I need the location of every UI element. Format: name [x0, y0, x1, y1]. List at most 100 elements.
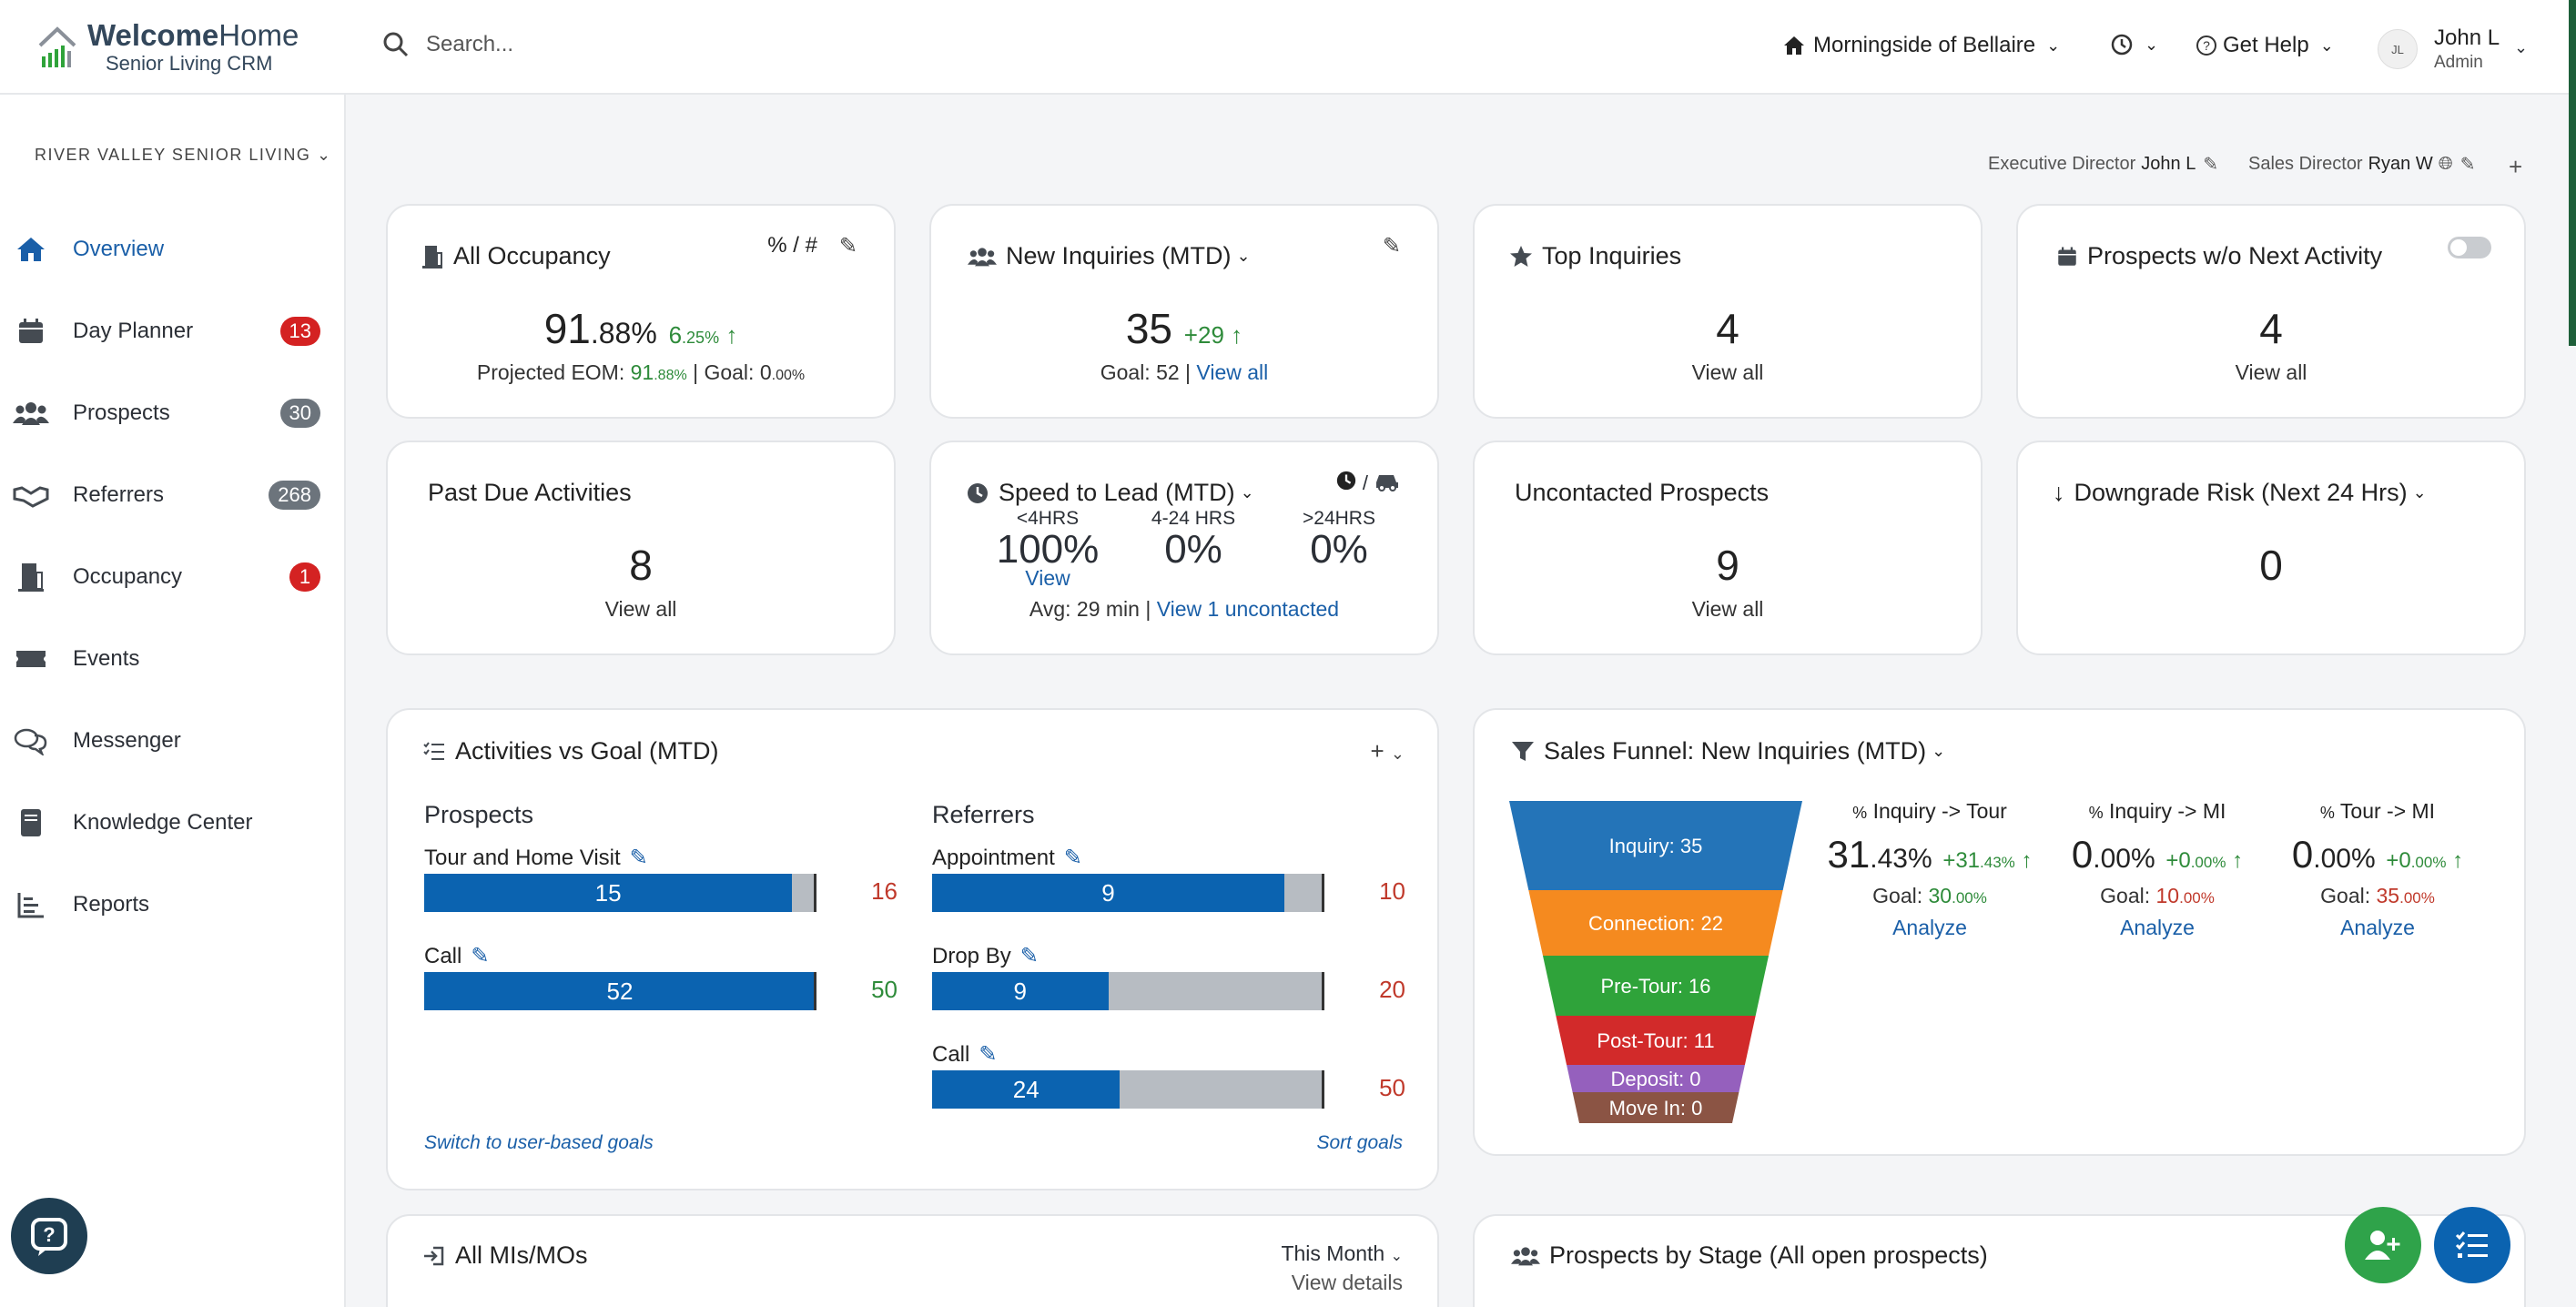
sort-goals-link[interactable]: Sort goals [1316, 1132, 1403, 1153]
add-goal-button[interactable]: + ⌄ [1370, 737, 1405, 765]
new-inquiries-dropdown[interactable]: New Inquiries (MTD) ⌄ [968, 242, 1251, 270]
view-link[interactable]: View [1025, 566, 1070, 590]
pencil-icon[interactable]: ✎ [1382, 234, 1401, 258]
goal-bar-fill: 9 [932, 972, 1109, 1010]
card-title: Prospects by Stage (All open prospects) [1549, 1241, 1988, 1269]
metric-goal-decimal: .00% [1952, 889, 1987, 907]
new-inquiries-count: 35 [1125, 305, 1173, 352]
period-selector[interactable]: This Month ⌄ [1281, 1241, 1403, 1266]
goal-target: 50 [871, 976, 898, 1003]
add-prospect-button[interactable] [2345, 1207, 2421, 1283]
speed-mode-toggle[interactable]: / [1335, 470, 1401, 497]
chevron-down-icon[interactable]: ⌄ [2514, 38, 2529, 56]
search-input[interactable] [426, 32, 972, 57]
pencil-icon[interactable]: ✎ [2203, 155, 2219, 175]
goal-bar[interactable]: 15 [424, 874, 816, 912]
view-all-link[interactable]: View all [2235, 360, 2307, 384]
metric-delta-decimal: .00% [2190, 854, 2226, 871]
percent-count-toggle[interactable]: % / # [767, 233, 817, 258]
help-menu[interactable]: ? Get Help ⌄ [2196, 33, 2334, 58]
goal-bar[interactable]: 24 [932, 1070, 1324, 1109]
clock-icon [966, 481, 989, 505]
history-menu[interactable]: ⌄ [2110, 33, 2158, 56]
view-uncontacted-link[interactable]: View 1 uncontacted [1156, 597, 1340, 621]
projected-decimal: .88% [654, 368, 687, 383]
goal-target: 16 [871, 877, 898, 905]
add-activity-button[interactable] [2434, 1207, 2510, 1283]
metric-value-main: 0 [2071, 833, 2094, 876]
user-name[interactable]: John L [2434, 25, 2500, 50]
goal-bar-end [814, 972, 816, 1010]
count-badge: 30 [279, 399, 320, 428]
speed-col-over-24: >24HRS 0% [1275, 508, 1403, 570]
sidebar-item-prospects[interactable]: Prospects 30 [0, 386, 344, 441]
funnel-segment[interactable] [1567, 1065, 1745, 1092]
past-due-card: Past Due Activities 8 View all [386, 441, 896, 655]
add-director-button[interactable]: + [2509, 153, 2523, 180]
funnel-segment[interactable] [1528, 890, 1783, 956]
funnel-segment[interactable] [1572, 1092, 1739, 1123]
sidebar-item-referrers[interactable]: Referrers 268 [0, 468, 344, 522]
ticket-icon [13, 641, 49, 677]
funnel-stage-label: Pre-Tour: 16 [1600, 975, 1711, 998]
toggle-switch[interactable] [2448, 237, 2491, 258]
pencil-icon[interactable]: ✎ [629, 846, 648, 870]
metric-delta-main: +0 [2165, 848, 2191, 873]
activities-vs-goal-card: Activities vs Goal (MTD) + ⌄ Prospects R… [386, 708, 1439, 1190]
pencil-icon[interactable]: ✎ [1063, 846, 1082, 870]
goal-bar-fill: 24 [932, 1070, 1121, 1109]
sales-funnel-dropdown[interactable]: Sales Funnel: New Inquiries (MTD) ⌄ [1511, 737, 1945, 765]
sign-in-icon [422, 1245, 446, 1267]
pencil-icon[interactable]: ✎ [838, 234, 857, 258]
funnel-segment[interactable] [1556, 1016, 1756, 1065]
calendar-icon [2056, 246, 2078, 268]
arrow-up-icon: ↑ [725, 321, 738, 349]
switch-user-goals-link[interactable]: Switch to user-based goals [424, 1132, 654, 1153]
speed-to-lead-dropdown[interactable]: Speed to Lead (MTD) ⌄ [966, 479, 1254, 507]
pencil-icon[interactable]: ✎ [979, 1042, 998, 1067]
history-icon [2111, 34, 2133, 56]
view-all-link[interactable]: View all [604, 597, 677, 621]
view-details-link[interactable]: View details [1291, 1271, 1403, 1294]
new-inquiries-value: 35 +29 ↑ [931, 304, 1437, 353]
community-selector[interactable]: Morningside of Bellaire ⌄ [1782, 33, 2060, 58]
pencil-icon[interactable]: ✎ [1019, 944, 1039, 968]
percent-icon: % [2319, 804, 2335, 822]
view-all-link[interactable]: View all [1196, 360, 1269, 384]
door-icon [421, 244, 444, 269]
goal-bar[interactable]: 9 [932, 874, 1324, 912]
view-all-link[interactable]: View all [1691, 360, 1764, 384]
sidebar-item-day-planner[interactable]: Day Planner 13 [0, 304, 344, 359]
pencil-icon[interactable]: ✎ [471, 944, 490, 968]
analyze-link[interactable]: Analyze [2120, 916, 2195, 939]
occupancy-delta: 6 [668, 321, 683, 349]
downgrade-dropdown[interactable]: ↓ Downgrade Risk (Next 24 Hrs) ⌄ [2053, 479, 2427, 507]
sidebar-item-knowledge-center[interactable]: Knowledge Center [0, 795, 344, 850]
analyze-link[interactable]: Analyze [1892, 916, 1967, 939]
new-inquiries-delta: +29 [1183, 321, 1224, 349]
support-chat-button[interactable]: ? [11, 1198, 87, 1274]
avatar[interactable]: JL [2378, 29, 2418, 69]
sidebar-item-reports[interactable]: Reports [0, 877, 344, 932]
downgrade-risk-card: ↓ Downgrade Risk (Next 24 Hrs) ⌄ 0 [2016, 441, 2526, 655]
sidebar-item-occupancy[interactable]: Occupancy 1 [0, 550, 344, 604]
goal-label-text: Tour and Home Visit [424, 845, 621, 870]
app-logo[interactable]: WelcomeHome Senior Living CRM [36, 20, 299, 74]
pencil-icon[interactable]: ✎ [2459, 155, 2476, 175]
home-icon [1784, 36, 1804, 55]
goal-bar[interactable]: 52 [424, 972, 816, 1010]
sidebar-item-overview[interactable]: Overview [0, 222, 344, 277]
card-title: Past Due Activities [428, 479, 632, 506]
goal-bar-end [814, 874, 816, 912]
sidebar-item-messenger[interactable]: Messenger [0, 714, 344, 768]
sidebar-item-events[interactable]: Events [0, 632, 344, 686]
funnel-segment[interactable] [1542, 956, 1770, 1016]
view-all-link[interactable]: View all [1691, 597, 1764, 621]
analyze-link[interactable]: Analyze [2340, 916, 2415, 939]
goal-bar[interactable]: 9 [932, 972, 1324, 1010]
star-icon [1509, 245, 1533, 268]
funnel-chart: Inquiry: 35 Connection: 22 Pre-Tour: 16 Pos… [1509, 801, 1802, 1123]
org-selector[interactable]: RIVER VALLEY SENIOR LIVING ⌄ [35, 146, 332, 165]
funnel-svg [1509, 801, 1802, 1123]
funnel-segment[interactable] [1509, 801, 1802, 890]
